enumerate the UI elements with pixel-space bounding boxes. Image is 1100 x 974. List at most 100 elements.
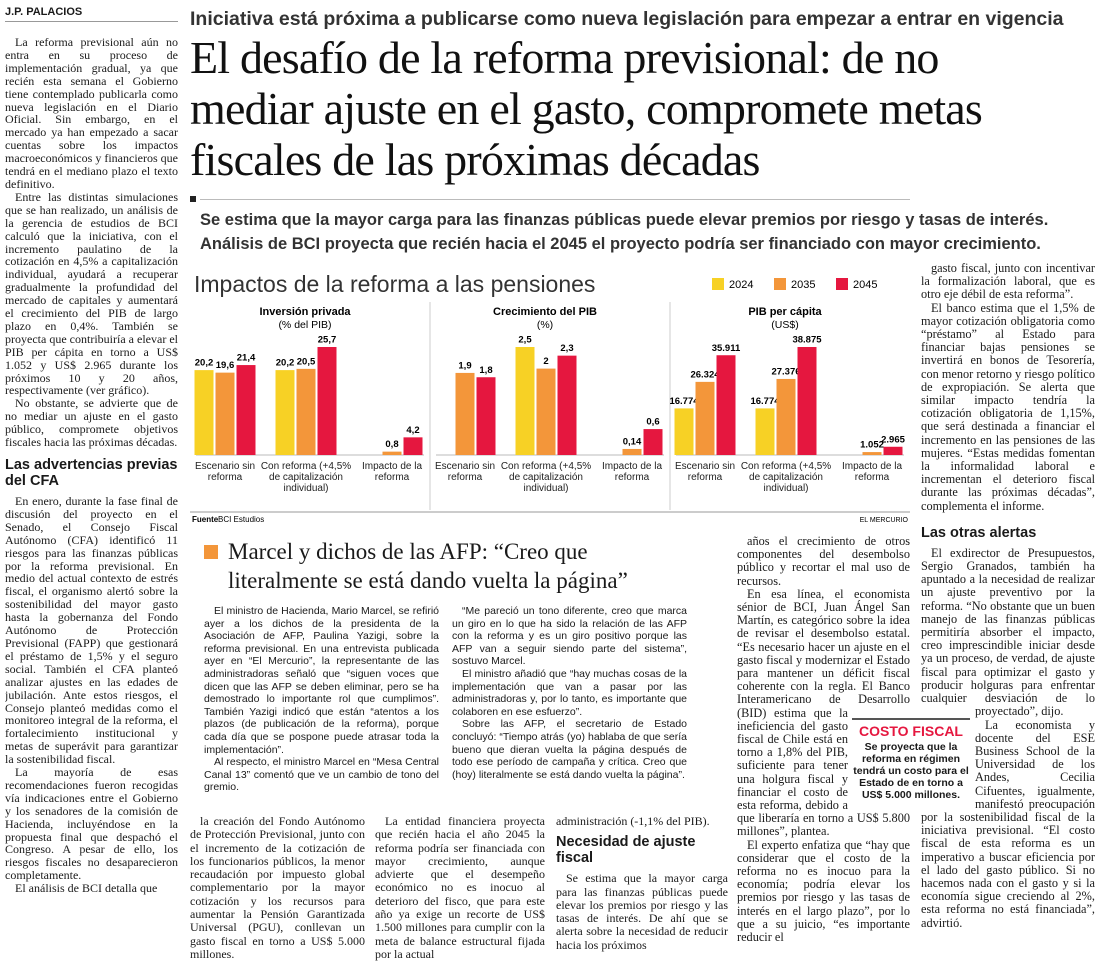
bar bbox=[776, 378, 796, 455]
paragraph: La entidad financiera proyecta que recié… bbox=[375, 815, 545, 961]
value-label: 38.875 bbox=[792, 335, 822, 346]
paragraph-group: Se estima que la mayor carga para las fi… bbox=[556, 872, 728, 952]
value-label: 1.052 bbox=[860, 440, 884, 451]
rule bbox=[200, 199, 910, 200]
paragraph-group: La entidad financiera proyecta que recié… bbox=[375, 815, 545, 961]
paragraph: El análisis de BCI detalla que bbox=[15, 881, 158, 896]
panel-subtitle: (US$) bbox=[771, 319, 798, 331]
chart-title: Impactos de la reforma a las pensiones bbox=[194, 271, 595, 297]
value-label: 16.774 bbox=[750, 396, 780, 407]
category-label: Escenario sin reforma bbox=[434, 461, 496, 483]
bar bbox=[403, 437, 423, 455]
marcel-box: Marcel y dichos de las AFP: “Creo que li… bbox=[190, 535, 690, 797]
paragraph-group: años el crecimiento de otros componentes… bbox=[737, 535, 910, 944]
bar bbox=[674, 408, 694, 455]
paragraph-group: El ministro de Hacienda, Mario Marcel, s… bbox=[204, 605, 439, 794]
deck-line: Análisis de BCI proyecta que recién haci… bbox=[200, 235, 1041, 253]
paragraph-group: El exdirector de Presupuestos, Sergio Gr… bbox=[921, 545, 1095, 930]
paragraph: la creación del Fondo Autónomo de Protec… bbox=[190, 815, 365, 961]
value-label: 1,9 bbox=[458, 360, 471, 371]
bar bbox=[455, 372, 475, 455]
value-label: 0,6 bbox=[646, 417, 659, 428]
value-label: 0,14 bbox=[623, 436, 642, 447]
value-label: 0,8 bbox=[385, 439, 398, 450]
paragraph: gasto fiscal, junto con incentivar la fo… bbox=[921, 262, 1095, 302]
paragraph: El ministro añadió que “hay muchas cosas… bbox=[452, 667, 687, 718]
subhead: Las advertencias previas del CFA bbox=[5, 457, 178, 489]
value-label: 20,5 bbox=[297, 356, 316, 367]
column-4: años el crecimiento de otros componentes… bbox=[737, 535, 910, 971]
panel-title: PIB per cápita bbox=[748, 306, 822, 318]
chart: Impactos de la reforma a las pensiones F… bbox=[190, 262, 910, 527]
paragraph: El banco estima que el 1,5% de mayor cot… bbox=[921, 300, 1095, 513]
panel-title: Inversión privada bbox=[259, 306, 351, 318]
source-label: Fuente bbox=[192, 515, 219, 524]
fact-box: COSTO FISCAL Se proyecta que la reforma … bbox=[852, 718, 970, 808]
value-label: 20,2 bbox=[195, 358, 214, 369]
bar bbox=[382, 451, 402, 455]
category-label: Escenario sin reforma bbox=[674, 461, 736, 483]
bar bbox=[862, 452, 882, 455]
right-column: gasto fiscal, junto con incentivar la fo… bbox=[921, 262, 1095, 972]
value-label: 1,8 bbox=[479, 365, 492, 376]
legend-label: 2024 bbox=[729, 279, 753, 291]
paragraph: años el crecimiento de otros componentes… bbox=[737, 535, 910, 588]
bar bbox=[622, 448, 642, 455]
bar bbox=[536, 368, 556, 455]
bar bbox=[515, 347, 535, 455]
legend-swatch bbox=[712, 278, 724, 290]
kicker: Iniciativa está próxima a publicarse com… bbox=[190, 8, 1064, 30]
paragraph: La mayoría de esas recomendaciones fuero… bbox=[5, 765, 178, 883]
box-column: El ministro de Hacienda, Mario Marcel, s… bbox=[204, 605, 439, 795]
paragraph: El ministro de Hacienda, Mario Marcel, s… bbox=[204, 605, 439, 756]
paragraph: Sobre las AFP, el secretario de Estado c… bbox=[452, 718, 687, 781]
value-label: 27.376 bbox=[771, 366, 800, 377]
paragraph: No obstante, se advierte que de no media… bbox=[5, 396, 178, 450]
category-label: Impacto de la reforma bbox=[841, 461, 903, 483]
bar bbox=[755, 408, 775, 455]
category-label: Con reforma (+4,5% de capitalización ind… bbox=[500, 461, 592, 494]
value-label: 2 bbox=[543, 356, 548, 367]
bar bbox=[883, 446, 903, 455]
bar bbox=[643, 429, 663, 455]
subhead: Las otras alertas bbox=[921, 524, 1037, 541]
value-label: 20,2 bbox=[276, 358, 295, 369]
value-label: 21,4 bbox=[237, 353, 256, 364]
box-heading: Marcel y dichos de las AFP: “Creo que li… bbox=[228, 539, 628, 593]
panel-subtitle: (%) bbox=[537, 319, 553, 331]
legend-swatch bbox=[774, 278, 786, 290]
deck: Se estima que la mayor carga para las fi… bbox=[200, 208, 1095, 256]
legend-label: 2045 bbox=[853, 279, 877, 291]
bar bbox=[797, 347, 817, 455]
box-marker bbox=[204, 545, 218, 559]
paragraph: La economista y docente del ESE Business… bbox=[921, 717, 1095, 930]
bar bbox=[275, 370, 295, 455]
bar bbox=[215, 372, 235, 455]
category-label: Impacto de la reforma bbox=[361, 461, 423, 483]
bar bbox=[194, 370, 214, 455]
panel-subtitle: (% del PIB) bbox=[278, 319, 331, 331]
value-label: 2,3 bbox=[560, 343, 573, 354]
fact-label: COSTO FISCAL bbox=[859, 723, 963, 739]
value-label: 35.911 bbox=[712, 343, 741, 354]
paragraph: administración (-1,1% del PIB). bbox=[556, 815, 710, 828]
value-label: 25,7 bbox=[318, 335, 337, 346]
deck-line: Se estima que la mayor carga para las fi… bbox=[200, 211, 1049, 229]
paragraph: Se estima que la mayor carga para las fi… bbox=[556, 871, 728, 952]
bar bbox=[296, 368, 316, 455]
byline: J.P. PALACIOS bbox=[5, 6, 178, 22]
paragraph: El exdirector de Presupuestos, Sergio Gr… bbox=[921, 545, 1095, 719]
source: BCI Estudios bbox=[218, 515, 264, 524]
legend-swatch bbox=[836, 278, 848, 290]
left-column: La reforma previsional aún no entra en s… bbox=[5, 36, 178, 971]
paragraph-group: gasto fiscal, junto con incentivar la fo… bbox=[921, 262, 1095, 513]
value-label: 2.965 bbox=[881, 434, 905, 445]
spacer bbox=[921, 715, 975, 807]
fact-text: Se proyecta que la reforma en régimen te… bbox=[853, 741, 969, 801]
value-label: 19,6 bbox=[216, 360, 235, 371]
category-label: Escenario sin reforma bbox=[194, 461, 256, 483]
paragraph-group: la creación del Fondo Autónomo de Protec… bbox=[190, 815, 365, 961]
paragraph: El experto enfatiza que “hay que conside… bbox=[737, 837, 910, 945]
